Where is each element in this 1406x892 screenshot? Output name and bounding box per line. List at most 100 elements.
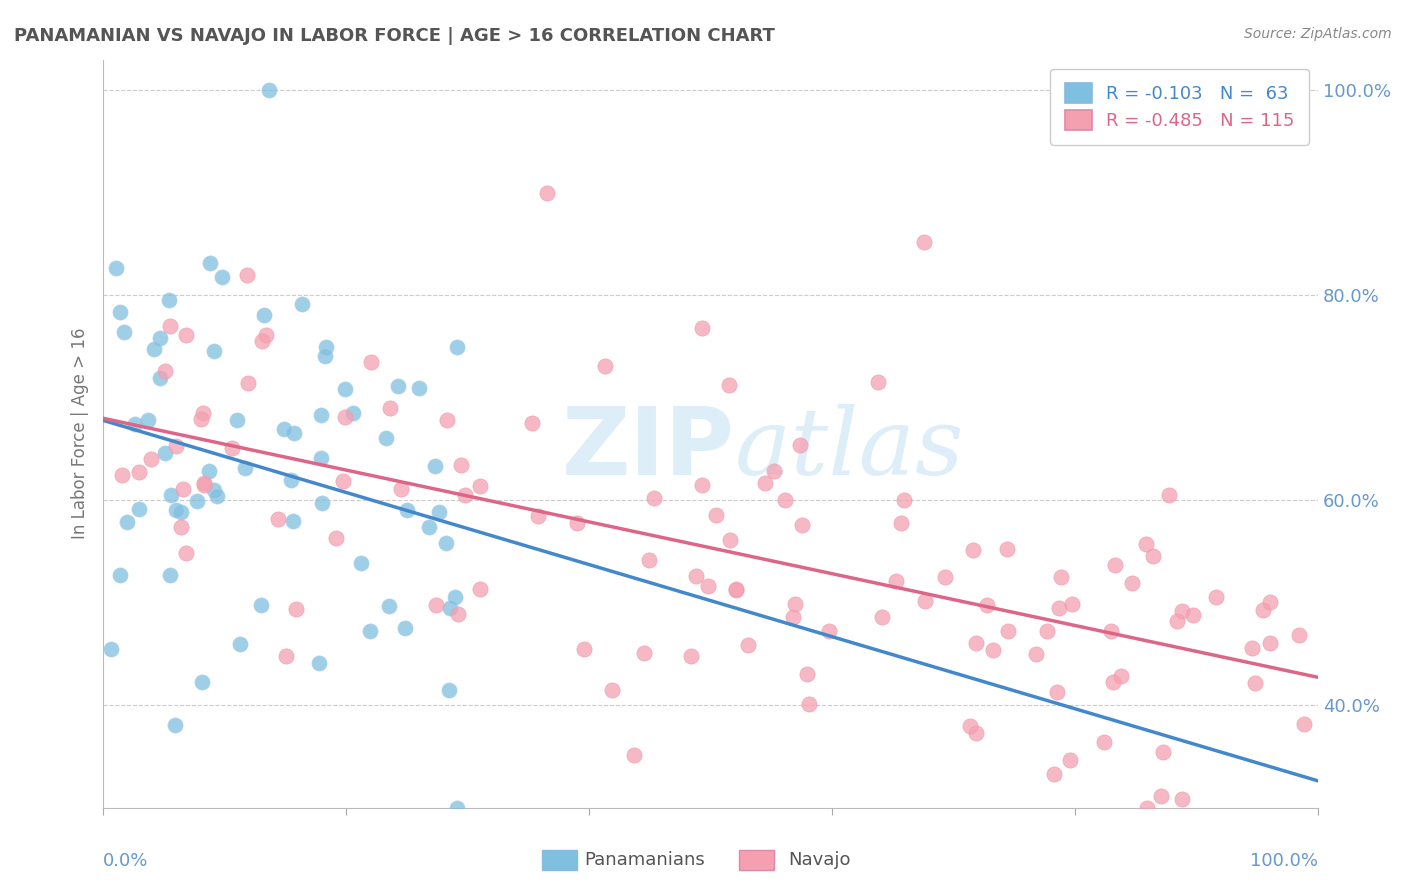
Point [149,330,172,344]
Point [380,401,402,415]
Point [437,682,460,697]
Point [155,446,177,460]
Point [360,354,382,368]
Point [1104,558,1126,573]
Point [159,488,181,502]
Point [283,425,305,440]
Point [690,321,713,335]
Point [792,518,814,533]
Point [1258,595,1281,609]
Point [238,376,260,391]
Point [314,349,336,363]
Text: atlas: atlas [735,403,965,493]
Point [1205,591,1227,605]
Point [389,482,412,496]
Point [679,649,702,664]
Point [163,718,186,732]
Point [446,340,468,354]
Text: PANAMANIAN VS NAVAJO IN LABOR FORCE | AGE > 16 CORRELATION CHART: PANAMANIAN VS NAVAJO IN LABOR FORCE | AG… [14,27,775,45]
Point [434,536,457,550]
Point [690,478,713,492]
Point [724,582,747,597]
Point [718,533,741,548]
Point [202,344,225,359]
Point [190,412,212,426]
Point [1059,753,1081,767]
Text: 100.0%: 100.0% [1250,852,1319,870]
Point [198,464,221,478]
Point [267,512,290,526]
Point [332,475,354,489]
Point [797,697,820,711]
Point [527,508,550,523]
Point [395,502,418,516]
Point [995,541,1018,556]
Point [159,568,181,582]
Point [965,726,987,740]
Point [291,297,314,311]
Point [522,416,544,430]
Point [1092,734,1115,748]
Point [1060,598,1083,612]
Point [423,459,446,474]
Point [259,83,281,97]
Point [643,491,665,506]
Point [704,508,727,523]
Point [1099,624,1122,638]
Point [697,579,720,593]
Point [155,364,177,378]
Point [997,624,1019,638]
Point [1182,607,1205,622]
Point [976,598,998,612]
Point [1050,569,1073,583]
Point [342,406,364,420]
Point [470,582,492,596]
Point [165,439,187,453]
Point [536,186,558,201]
Point [308,656,330,670]
Point [124,417,146,431]
Point [1244,675,1267,690]
Point [1292,717,1315,731]
Point [225,413,247,427]
Point [425,598,447,612]
Point [233,461,256,475]
Point [1142,549,1164,563]
Point [754,475,776,490]
Point [1260,636,1282,650]
Point [205,489,228,503]
Text: ZIP: ZIP [562,402,735,494]
Point [567,516,589,530]
Point [100,641,122,656]
Point [959,718,981,732]
Point [350,556,373,570]
Point [1166,614,1188,628]
Point [221,442,243,456]
Point [191,675,214,690]
Point [174,328,197,343]
Point [637,553,659,567]
Point [1036,624,1059,638]
Point [1043,767,1066,781]
Point [172,482,194,496]
Point [1171,792,1194,806]
Point [325,531,347,545]
Point [818,624,841,638]
Point [436,413,458,427]
Point [193,478,215,492]
Point [157,293,180,307]
Point [333,409,356,424]
Point [115,515,138,529]
Point [574,642,596,657]
Point [309,409,332,423]
Point [1025,647,1047,661]
Point [170,520,193,534]
Point [281,514,304,528]
Point [408,381,430,395]
Point [446,800,468,814]
Point [1152,745,1174,759]
Point [447,607,470,622]
Point [1111,669,1133,683]
Point [378,599,401,613]
Point [315,340,337,354]
